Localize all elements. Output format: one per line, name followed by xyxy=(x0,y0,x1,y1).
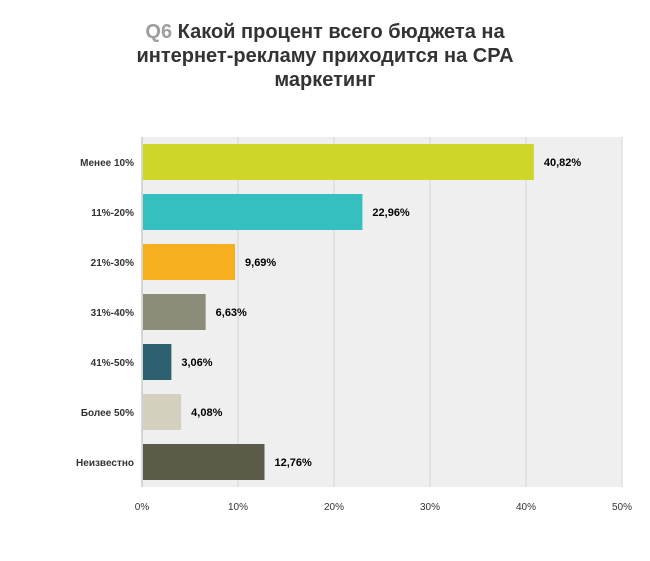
data-label: 6,63% xyxy=(216,307,247,319)
data-label: 9,69% xyxy=(245,257,276,269)
bar xyxy=(143,144,534,180)
category-label: 11%-20% xyxy=(91,208,134,219)
x-tick-label: 10% xyxy=(228,502,248,513)
category-label: 41%-50% xyxy=(91,358,134,369)
bar xyxy=(143,344,172,380)
data-label: 22,96% xyxy=(372,207,410,219)
title-text: Какой процент всего бюджета на интернет-… xyxy=(136,21,514,91)
x-tick-label: 50% xyxy=(612,502,632,513)
chart-title: Q6 Какой процент всего бюджета на интерн… xyxy=(100,20,550,92)
bar xyxy=(143,444,265,480)
x-tick-label: 40% xyxy=(516,502,536,513)
category-label: 21%-30% xyxy=(91,258,134,269)
x-tick-label: 0% xyxy=(135,502,150,513)
data-label: 3,06% xyxy=(181,357,212,369)
category-label: Менее 10% xyxy=(80,158,134,169)
bar xyxy=(143,394,182,430)
x-tick-label: 20% xyxy=(324,502,344,513)
plot-area xyxy=(142,137,622,487)
data-label: 4,08% xyxy=(191,407,222,419)
category-label: 31%-40% xyxy=(91,308,134,319)
category-label: Более 50% xyxy=(81,408,134,419)
data-label: 12,76% xyxy=(274,457,312,469)
bar xyxy=(143,194,363,230)
question-tag: Q6 xyxy=(145,21,173,43)
category-label: Неизвестно xyxy=(76,458,134,469)
x-tick-label: 30% xyxy=(420,502,440,513)
data-label: 40,82% xyxy=(544,157,582,169)
bar xyxy=(143,244,236,280)
bar xyxy=(143,294,206,330)
